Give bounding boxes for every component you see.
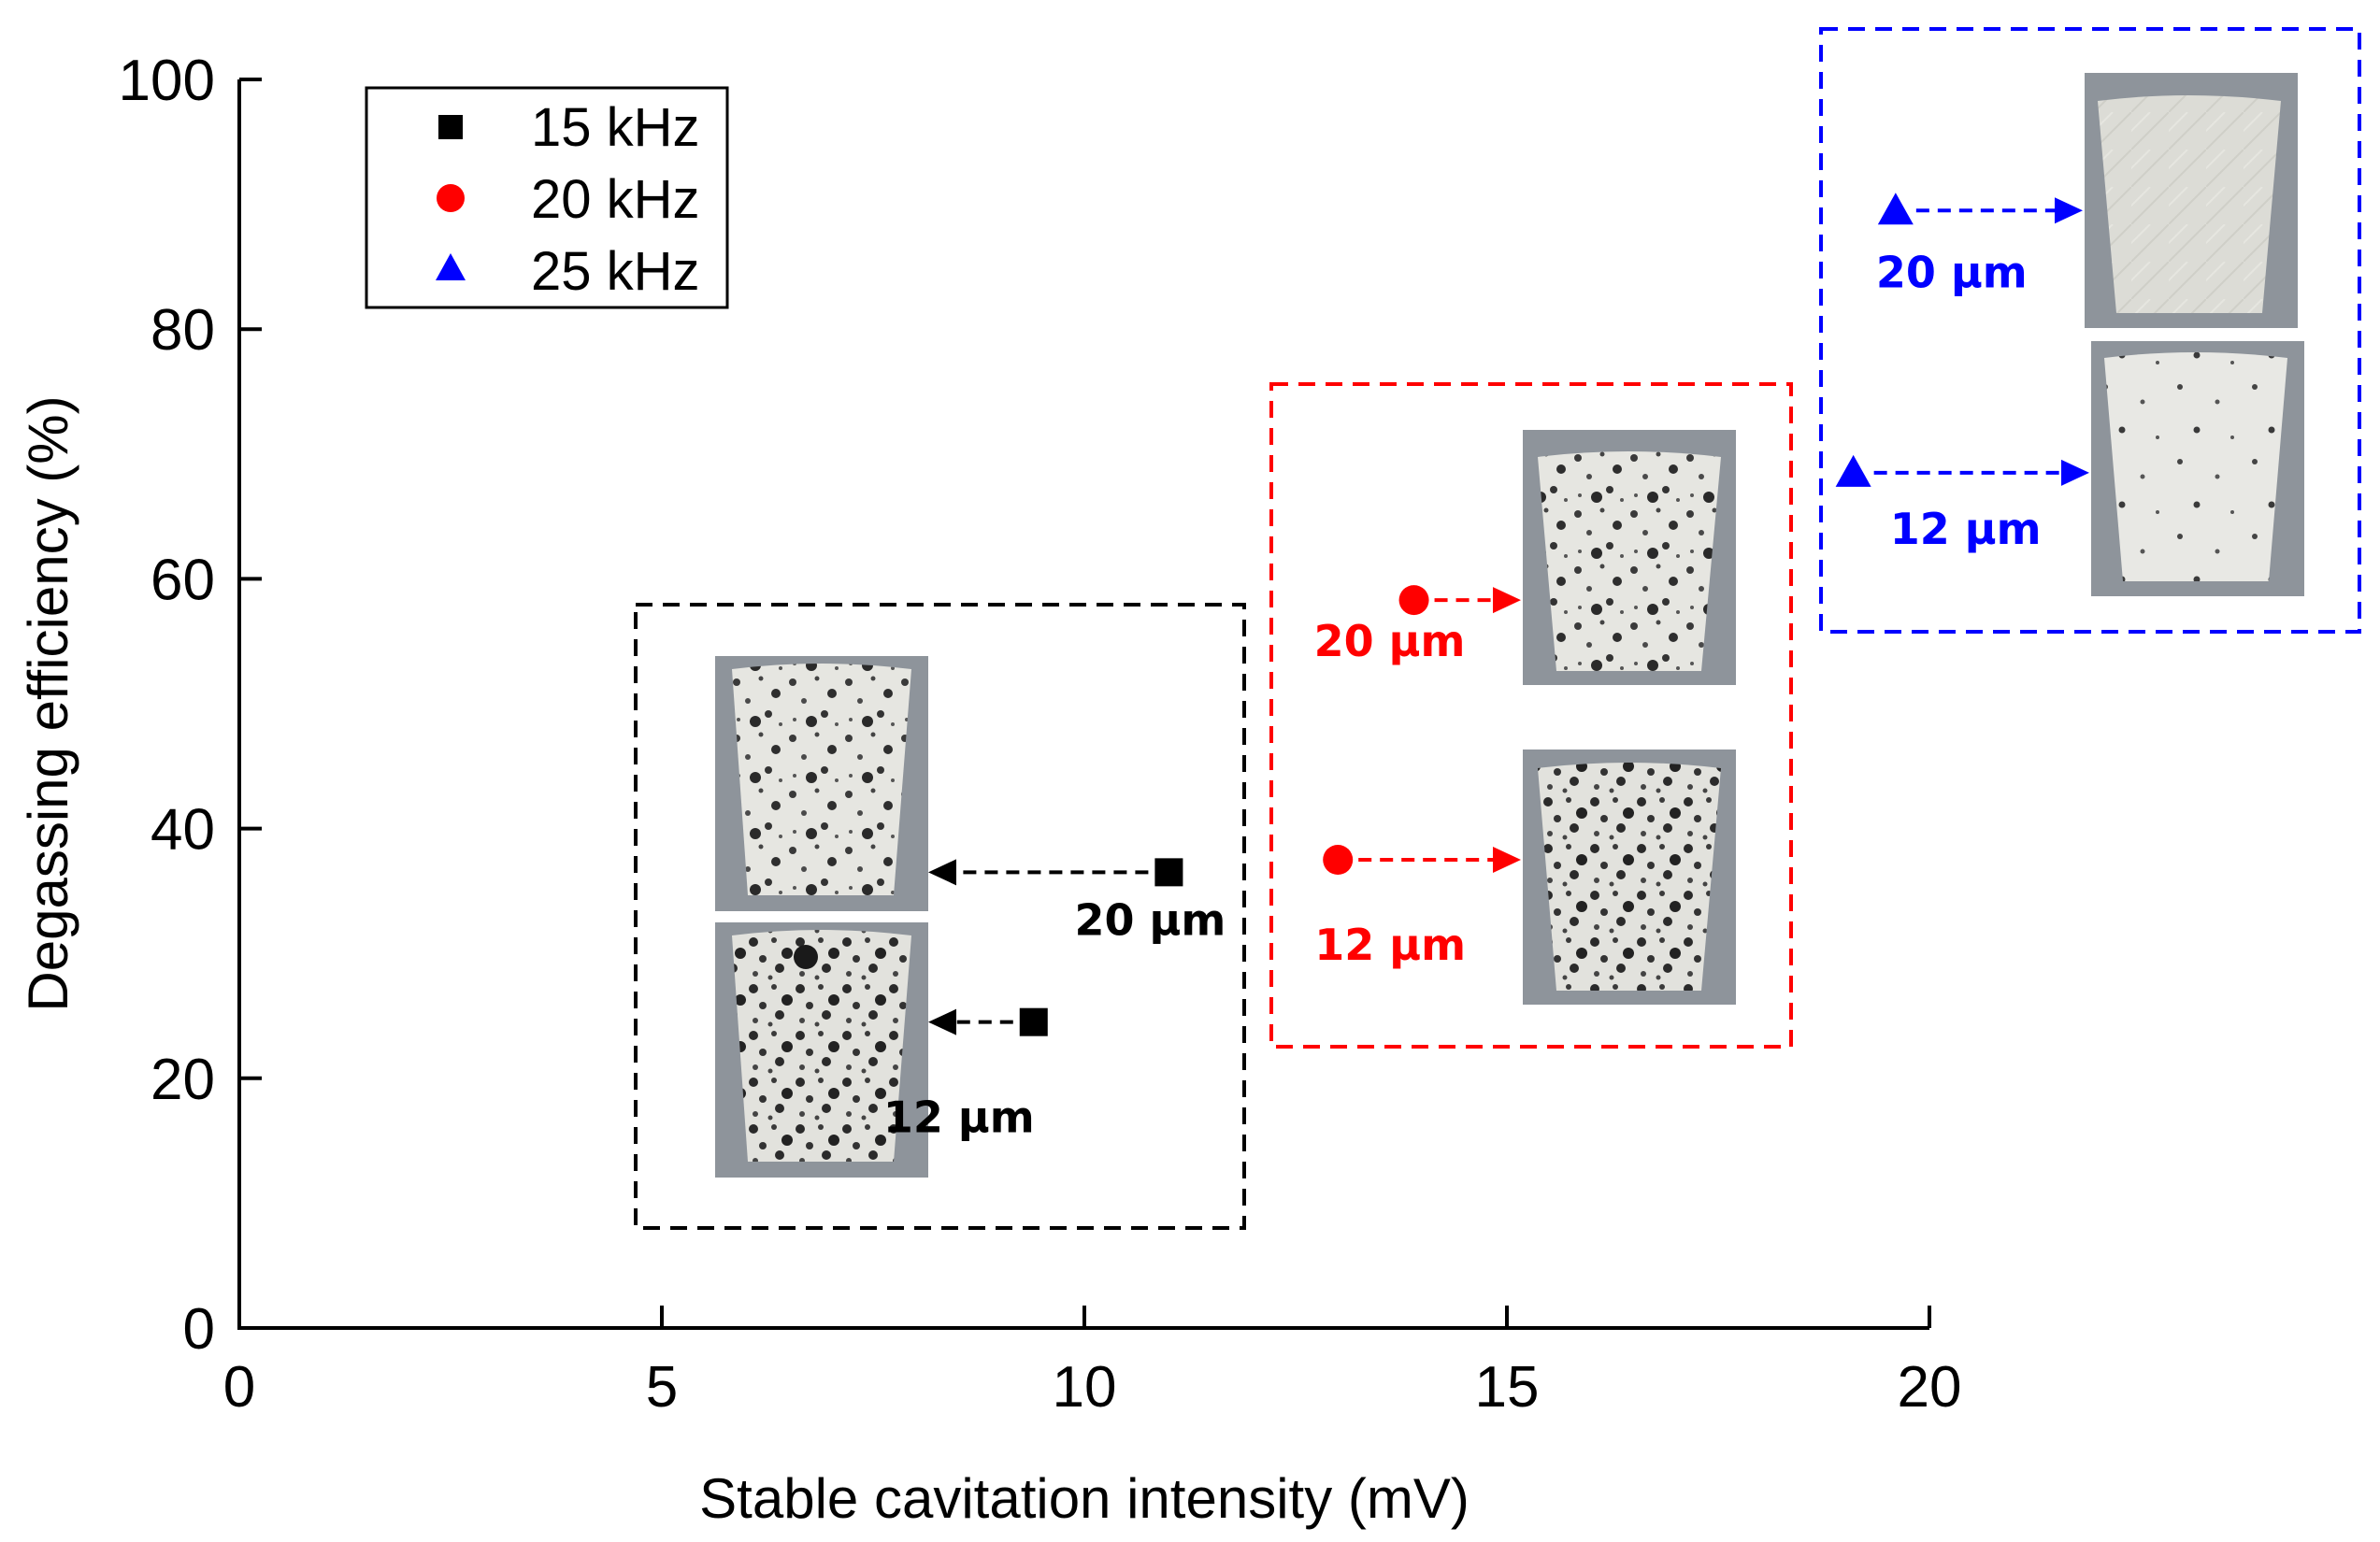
y-axis-title: Degassing efficiency (%) <box>17 395 79 1011</box>
group-box-25khz <box>1819 27 2361 634</box>
amplitude-label: 12 μm <box>1890 504 2042 554</box>
group-box-20khz <box>1269 382 1793 1049</box>
legend-marker-15khz <box>438 115 463 139</box>
sample-photo-20khz-12um <box>1523 750 1736 1005</box>
x-ticks: 0 5 10 15 20 <box>223 1306 1962 1420</box>
sample-photo-25khz-20um <box>2085 73 2298 328</box>
amplitude-label: 12 μm <box>883 1092 1035 1143</box>
sample-photo-15khz-20um <box>715 656 928 911</box>
data-point-20khz-1 <box>1398 585 1429 616</box>
arrow-head <box>928 859 956 886</box>
y-tick-label: 100 <box>119 49 215 113</box>
legend-marker-25khz <box>436 253 466 280</box>
data-point-25khz-1 <box>1877 193 1914 225</box>
y-tick-label: 80 <box>151 298 215 363</box>
axes: 0 20 40 60 80 100 0 5 10 15 20 <box>119 49 1962 1420</box>
x-tick-label: 10 <box>1053 1355 1117 1420</box>
amplitude-label: 12 μm <box>1314 920 1466 970</box>
legend-label-15khz: 15 kHz <box>531 97 700 158</box>
arrow-head <box>2061 459 2089 486</box>
arrow-head <box>1493 847 1521 873</box>
data-points <box>1019 193 1914 1036</box>
y-tick-label: 40 <box>151 798 215 863</box>
y-ticks: 0 20 40 60 80 100 <box>119 49 262 1362</box>
amplitude-labels: 12 μm 20 μm 12 μm 20 μm 12 μm 20 μm <box>883 247 2042 1142</box>
data-point-20khz-0 <box>1323 845 1354 875</box>
arrow-head <box>1493 587 1521 614</box>
x-tick-label: 5 <box>646 1355 678 1420</box>
x-axis-title: Stable cavitation intensity (mV) <box>699 1467 1470 1530</box>
arrow-head <box>2055 197 2083 224</box>
point-arrows <box>928 197 2089 1035</box>
y-tick-label: 0 <box>183 1297 215 1362</box>
sample-photo-25khz-12um <box>2091 341 2304 596</box>
data-point-25khz-0 <box>1835 454 1871 487</box>
y-tick-label: 20 <box>151 1048 215 1112</box>
group-box-15khz <box>634 603 1246 1230</box>
arrow-head <box>928 1008 956 1035</box>
sample-photo-15khz-12um <box>715 922 928 1178</box>
legend-label-25khz: 25 kHz <box>531 241 700 302</box>
y-tick-label: 60 <box>151 548 215 612</box>
amplitude-label: 20 μm <box>1314 616 1466 666</box>
legend-box <box>365 86 729 309</box>
sample-photo-20khz-20um <box>1523 430 1736 685</box>
x-tick-label: 20 <box>1898 1355 1962 1420</box>
amplitude-label: 20 μm <box>1074 894 1226 945</box>
legend-marker-20khz <box>437 184 465 212</box>
x-tick-label: 0 <box>223 1355 255 1420</box>
amplitude-label: 20 μm <box>1876 247 2028 297</box>
legend-label-20khz: 20 kHz <box>531 169 700 230</box>
data-point-15khz-1 <box>1154 858 1183 887</box>
data-point-15khz-0 <box>1019 1007 1048 1036</box>
x-tick-label: 15 <box>1475 1355 1540 1420</box>
legend: 15 kHz 20 kHz 25 kHz <box>365 86 729 309</box>
